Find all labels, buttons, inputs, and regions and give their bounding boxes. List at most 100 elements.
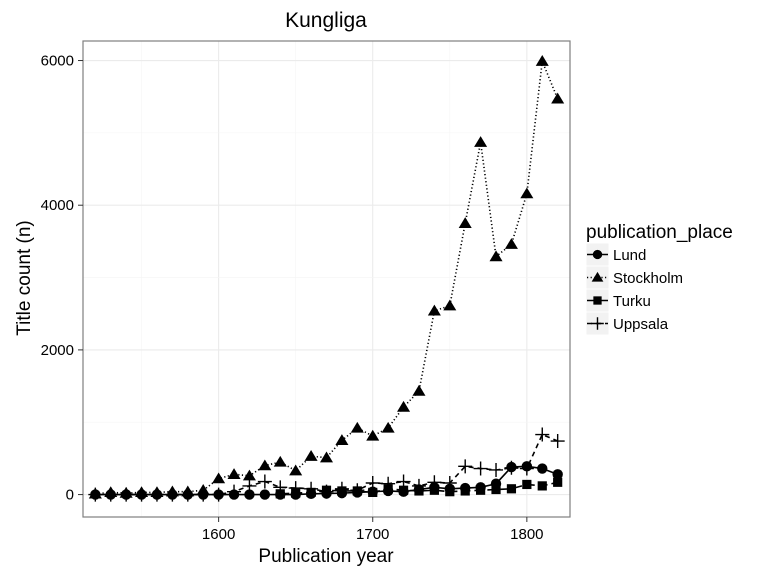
y-axis-title: Title count (n) bbox=[14, 220, 35, 335]
data-point-uppsala bbox=[103, 487, 118, 502]
data-point-stockholm bbox=[258, 459, 272, 471]
data-point-stockholm bbox=[551, 92, 565, 104]
legend-label: Uppsala bbox=[613, 316, 669, 333]
data-point-turku bbox=[537, 481, 547, 491]
data-point-turku bbox=[429, 485, 439, 495]
y-tick-label: 6000 bbox=[41, 53, 74, 70]
data-point-uppsala bbox=[473, 461, 488, 476]
data-point-uppsala bbox=[396, 474, 411, 489]
legend-key-marker bbox=[591, 317, 604, 330]
data-point-turku bbox=[368, 487, 378, 498]
data-point-stockholm bbox=[489, 250, 503, 262]
y-tick-label: 0 bbox=[66, 487, 74, 504]
legend-key-marker bbox=[592, 249, 603, 260]
data-point-stockholm bbox=[227, 468, 241, 479]
data-point-uppsala bbox=[334, 481, 349, 496]
data-point-lund bbox=[244, 489, 255, 500]
data-point-stockholm bbox=[273, 455, 287, 467]
data-point-turku bbox=[398, 485, 409, 495]
x-tick-label: 1600 bbox=[202, 526, 235, 543]
legend-keys: Lund Stockholm Turku Uppsala bbox=[585, 242, 683, 336]
data-point-turku bbox=[491, 484, 501, 495]
data-point-stockholm bbox=[319, 451, 334, 463]
legend-label: Stockholm bbox=[613, 270, 683, 287]
data-point-uppsala bbox=[165, 487, 180, 502]
data-point-uppsala bbox=[489, 462, 504, 477]
legend-label: Turku bbox=[613, 293, 651, 310]
data-point-uppsala bbox=[149, 487, 164, 502]
data-point-stockholm bbox=[458, 217, 472, 228]
data-point-uppsala bbox=[550, 434, 565, 449]
data-point-lund bbox=[259, 489, 271, 500]
data-point-uppsala bbox=[196, 487, 211, 502]
data-point-uppsala bbox=[273, 480, 288, 495]
data-point-uppsala bbox=[211, 487, 226, 502]
series-layer bbox=[88, 55, 565, 502]
data-point-stockholm bbox=[381, 421, 395, 433]
data-point-uppsala bbox=[180, 487, 195, 502]
data-point-turku bbox=[476, 485, 486, 495]
series-stockholm bbox=[88, 55, 565, 499]
data-point-uppsala bbox=[535, 427, 550, 442]
data-point-stockholm bbox=[304, 450, 318, 461]
legend-item-stockholm: Stockholm bbox=[585, 265, 683, 290]
y-axis: 0 2000 4000 6000 bbox=[41, 53, 83, 504]
data-point-lund bbox=[537, 463, 548, 474]
data-point-turku bbox=[445, 487, 455, 497]
legend-item-uppsala: Uppsala bbox=[585, 311, 669, 336]
data-point-stockholm bbox=[397, 400, 411, 412]
plot-panel-border bbox=[82, 40, 571, 518]
data-point-stockholm bbox=[474, 136, 488, 147]
legend-key-marker bbox=[591, 271, 604, 282]
data-point-stockholm bbox=[443, 299, 457, 311]
data-point-uppsala bbox=[134, 487, 149, 502]
data-point-uppsala bbox=[458, 459, 473, 474]
y-tick-label: 4000 bbox=[41, 197, 74, 214]
data-point-stockholm bbox=[212, 472, 226, 484]
data-point-uppsala bbox=[257, 474, 272, 489]
data-point-stockholm bbox=[427, 304, 441, 316]
x-axis: 1600 1700 1800 bbox=[202, 517, 544, 543]
data-point-uppsala bbox=[411, 478, 426, 493]
x-axis-title: Publication year bbox=[258, 546, 394, 567]
data-point-stockholm bbox=[289, 464, 303, 476]
data-point-stockholm bbox=[335, 434, 349, 445]
data-point-uppsala bbox=[381, 476, 396, 491]
data-point-uppsala bbox=[227, 484, 242, 499]
data-point-turku bbox=[522, 479, 532, 490]
data-point-stockholm bbox=[535, 55, 549, 66]
data-point-uppsala bbox=[519, 461, 534, 476]
data-point-stockholm bbox=[412, 384, 426, 396]
legend-key-marker bbox=[593, 296, 602, 305]
data-point-uppsala bbox=[304, 481, 319, 496]
chart-title: Kungliga bbox=[285, 9, 367, 32]
x-tick-label: 1800 bbox=[510, 526, 543, 543]
series-uppsala bbox=[88, 427, 565, 502]
data-point-stockholm bbox=[504, 238, 518, 249]
data-point-turku bbox=[506, 484, 517, 494]
data-point-stockholm bbox=[520, 187, 534, 199]
data-point-uppsala bbox=[242, 478, 257, 493]
legend: publication_place Lund Stockholm Turku Upps… bbox=[585, 222, 733, 336]
data-point-lund bbox=[552, 469, 563, 480]
data-point-stockholm bbox=[366, 429, 380, 441]
data-point-uppsala bbox=[442, 476, 457, 490]
x-tick-label: 1700 bbox=[356, 526, 389, 543]
data-point-uppsala bbox=[88, 487, 103, 502]
data-point-stockholm bbox=[350, 421, 364, 433]
data-point-uppsala bbox=[365, 476, 380, 490]
data-point-turku bbox=[460, 486, 470, 496]
data-point-uppsala bbox=[427, 475, 442, 490]
data-point-uppsala bbox=[350, 483, 365, 498]
grid bbox=[83, 41, 570, 517]
data-point-uppsala bbox=[119, 487, 134, 502]
data-point-uppsala bbox=[504, 460, 519, 475]
legend-title: publication_place bbox=[586, 222, 733, 243]
y-tick-label: 2000 bbox=[41, 342, 74, 359]
legend-label: Lund bbox=[613, 247, 646, 264]
legend-item-turku: Turku bbox=[585, 288, 651, 313]
data-point-uppsala bbox=[288, 481, 303, 496]
data-point-stockholm bbox=[242, 469, 256, 481]
data-point-turku bbox=[553, 477, 563, 487]
